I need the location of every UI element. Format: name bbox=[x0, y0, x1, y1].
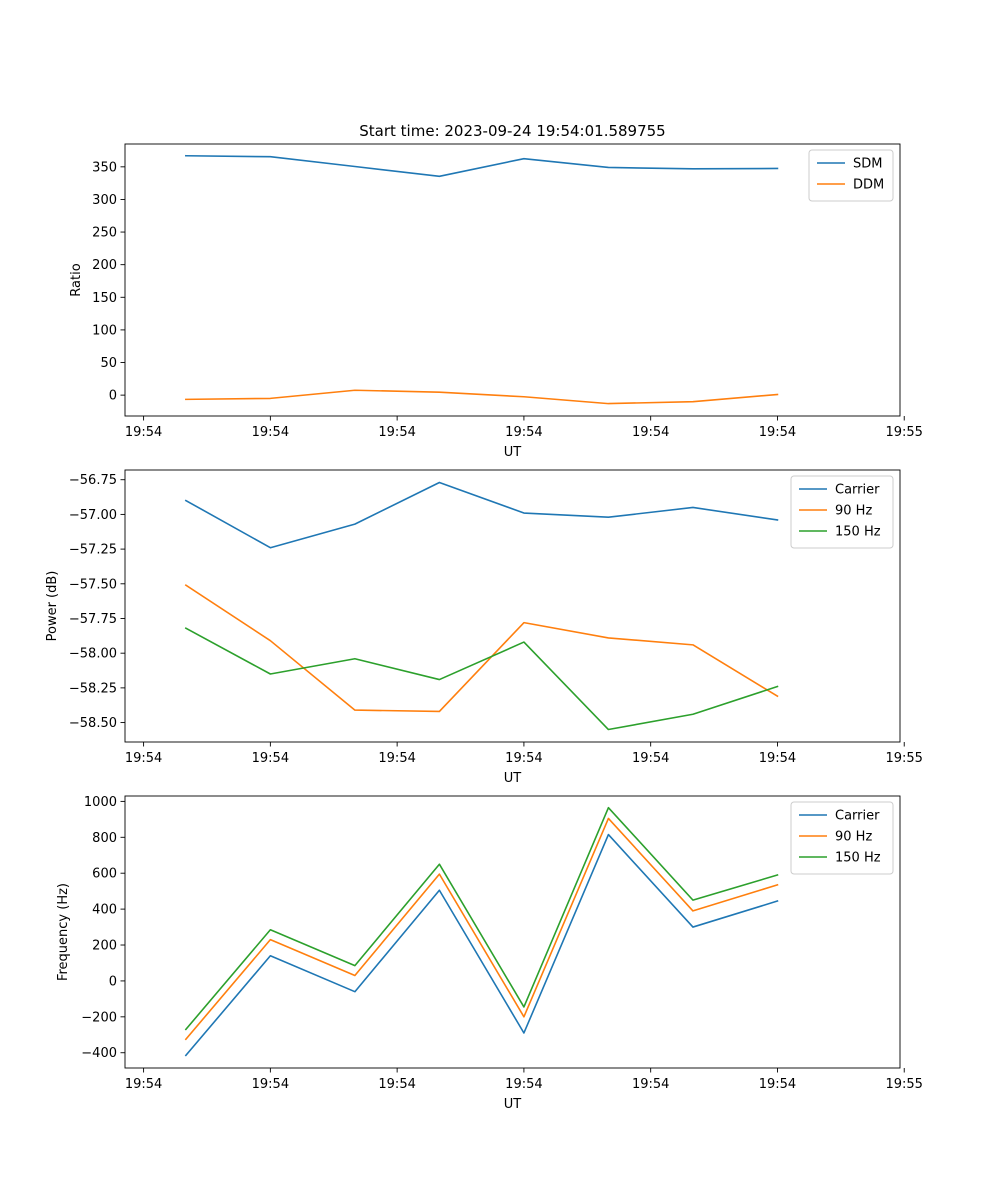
x-tick-label-0-3: 19:54 bbox=[505, 425, 542, 440]
y-tick-label-1-7: −56.75 bbox=[69, 473, 117, 488]
y-tick-label-1-6: −57.00 bbox=[69, 508, 117, 523]
x-tick-label-2-4: 19:54 bbox=[632, 1077, 669, 1092]
legend-box-2 bbox=[790, 801, 894, 875]
y-tick-label-2-5: 600 bbox=[92, 867, 117, 882]
axes-frame-0 bbox=[124, 143, 901, 417]
y-tick-label-2-1: −200 bbox=[81, 1010, 117, 1025]
x-tick-label-0-2: 19:54 bbox=[378, 425, 415, 440]
y-tick-label-1-1: −58.25 bbox=[69, 681, 117, 696]
y-axis-label-1: Power (dB) bbox=[45, 571, 60, 642]
y-tick-label-0-6: 300 bbox=[92, 193, 117, 208]
x-tick-label-2-3: 19:54 bbox=[505, 1077, 542, 1092]
x-tick-label-2-0: 19:54 bbox=[125, 1077, 162, 1092]
y-tick-label-0-0: 0 bbox=[109, 389, 117, 404]
legend-label-0-0: SDM bbox=[853, 157, 882, 172]
legend-label-2-2: 150 Hz bbox=[835, 851, 881, 866]
x-axis-label-2: UT bbox=[504, 1097, 522, 1112]
x-tick-label-2-6: 19:55 bbox=[885, 1077, 922, 1092]
x-tick-label-0-6: 19:55 bbox=[885, 425, 922, 440]
x-tick-label-2-2: 19:54 bbox=[378, 1077, 415, 1092]
x-tick-label-0-5: 19:54 bbox=[759, 425, 796, 440]
y-tick-label-2-4: 400 bbox=[92, 903, 117, 918]
y-tick-label-2-3: 200 bbox=[92, 939, 117, 954]
series-line-2-1 bbox=[184, 817, 779, 1041]
y-tick-label-0-7: 350 bbox=[92, 160, 117, 175]
y-axis-label-2: Frequency (Hz) bbox=[56, 883, 71, 981]
series-line-1-2 bbox=[184, 627, 779, 731]
y-tick-label-2-0: −400 bbox=[81, 1046, 117, 1061]
x-tick-label-0-0: 19:54 bbox=[125, 425, 162, 440]
x-tick-label-0-4: 19:54 bbox=[632, 425, 669, 440]
x-tick-label-2-1: 19:54 bbox=[252, 1077, 289, 1092]
series-line-0-0 bbox=[185, 154, 779, 178]
x-axis-label-0: UT bbox=[504, 445, 522, 460]
x-axis-label-1: UT bbox=[504, 771, 522, 786]
legend-box-1 bbox=[790, 475, 894, 549]
x-tick-label-1-2: 19:54 bbox=[378, 751, 415, 766]
legend-label-1-2: 150 Hz bbox=[835, 525, 881, 540]
x-tick-label-1-5: 19:54 bbox=[759, 751, 796, 766]
x-tick-label-2-5: 19:54 bbox=[759, 1077, 796, 1092]
legend-label-2-1: 90 Hz bbox=[835, 830, 872, 845]
y-tick-label-0-3: 150 bbox=[92, 291, 117, 306]
legend-label-1-0: Carrier bbox=[835, 483, 880, 498]
legend-label-2-0: Carrier bbox=[835, 809, 880, 824]
series-line-1-0 bbox=[184, 481, 779, 549]
series-line-2-0 bbox=[184, 833, 779, 1057]
x-tick-label-1-0: 19:54 bbox=[125, 751, 162, 766]
x-tick-label-1-3: 19:54 bbox=[505, 751, 542, 766]
series-line-1-1 bbox=[184, 584, 779, 713]
y-axis-label-0: Ratio bbox=[69, 263, 84, 296]
x-tick-label-0-1: 19:54 bbox=[252, 425, 289, 440]
y-tick-label-0-1: 50 bbox=[100, 356, 117, 371]
y-tick-label-0-2: 100 bbox=[92, 323, 117, 338]
x-tick-label-1-6: 19:55 bbox=[885, 751, 922, 766]
x-tick-label-1-1: 19:54 bbox=[252, 751, 289, 766]
y-tick-label-1-2: −58.00 bbox=[69, 647, 117, 662]
legend-label-1-1: 90 Hz bbox=[835, 504, 872, 519]
y-tick-label-1-4: −57.50 bbox=[69, 577, 117, 592]
y-tick-label-2-7: 1000 bbox=[84, 795, 117, 810]
axes-frame-1 bbox=[124, 469, 901, 743]
y-tick-label-1-5: −57.25 bbox=[69, 543, 117, 558]
series-line-2-2 bbox=[184, 806, 779, 1031]
y-tick-label-2-6: 800 bbox=[92, 831, 117, 846]
y-tick-label-0-5: 250 bbox=[92, 226, 117, 241]
legend-label-0-1: DDM bbox=[853, 178, 884, 193]
x-tick-label-1-4: 19:54 bbox=[632, 751, 669, 766]
y-tick-label-1-0: −58.50 bbox=[69, 716, 117, 731]
y-tick-label-2-2: 0 bbox=[109, 974, 117, 989]
y-tick-label-0-4: 200 bbox=[92, 258, 117, 273]
chart-title-0: Start time: 2023-09-24 19:54:01.589755 bbox=[359, 122, 665, 140]
series-line-0-1 bbox=[185, 389, 779, 405]
axes-frame-2 bbox=[124, 795, 901, 1069]
y-tick-label-1-3: −57.75 bbox=[69, 612, 117, 627]
